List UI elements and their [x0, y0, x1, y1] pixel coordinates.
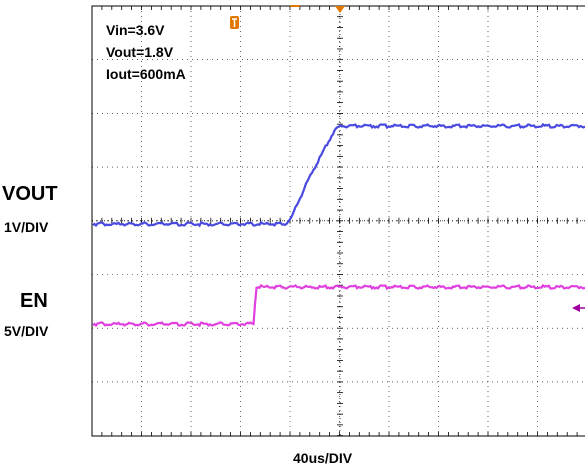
- annotation-vin: Vin=3.6V: [106, 22, 165, 38]
- en-channel-label: EN: [20, 290, 48, 312]
- en-scale-label: 5V/DIV: [4, 323, 49, 339]
- vout-scale-label: 1V/DIV: [4, 219, 49, 235]
- annotation-vout: Vout=1.8V: [106, 44, 174, 60]
- trigger-position-marker: [335, 6, 345, 13]
- vout-trace: [92, 122, 585, 228]
- x-axis-label: 40us/DIV: [293, 450, 353, 466]
- en-trace: [92, 283, 585, 328]
- trigger-level-arrow: [572, 304, 580, 312]
- trigger-t-glyph: [232, 18, 237, 27]
- vout-channel-label: VOUT: [2, 183, 58, 205]
- annotation-iout: Iout=600mA: [106, 66, 186, 82]
